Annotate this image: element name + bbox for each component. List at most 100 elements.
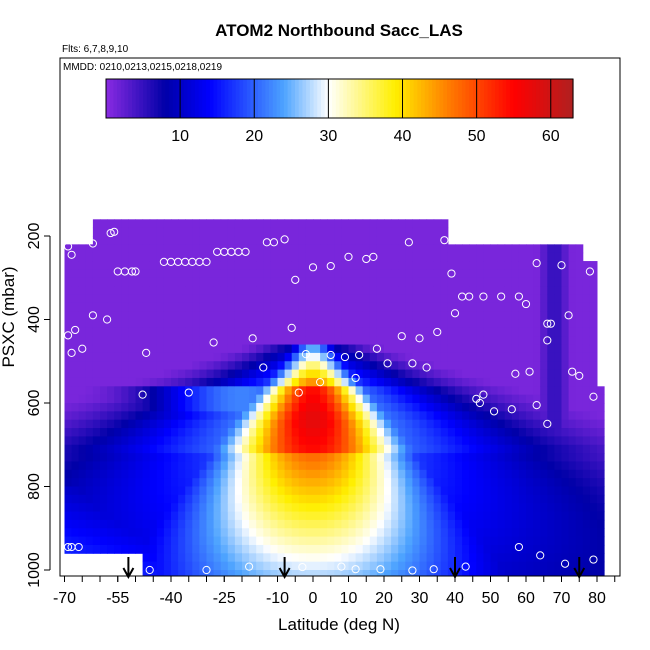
- heatmap-cell: [313, 428, 321, 437]
- heatmap-cell: [327, 352, 335, 362]
- heatmap-cell: [398, 236, 406, 245]
- heatmap-cell: [220, 394, 229, 404]
- heatmap-cell: [355, 453, 364, 462]
- heatmap-cell: [469, 453, 477, 462]
- colorbar-tick-label: 20: [245, 128, 263, 145]
- heatmap-cell: [398, 511, 406, 521]
- heatmap-cell: [327, 519, 335, 529]
- heatmap-cell: [313, 419, 321, 429]
- sample-point: [564, 311, 573, 320]
- heatmap-cell: [85, 494, 94, 504]
- heatmap-cell: [554, 419, 562, 429]
- heatmap-cell: [348, 511, 357, 521]
- heatmap-cell: [391, 394, 399, 404]
- heatmap-cell: [384, 244, 392, 254]
- heatmap-cell: [568, 327, 577, 337]
- heatmap-cell: [447, 544, 456, 554]
- sample-point: [376, 565, 385, 574]
- heatmap-cell: [497, 528, 506, 538]
- heatmap-cell: [206, 536, 215, 546]
- heatmap-cell: [284, 252, 293, 262]
- heatmap-cell: [398, 411, 406, 421]
- heatmap-cell: [575, 544, 584, 554]
- heatmap-cell: [220, 377, 229, 387]
- sample-point: [433, 327, 442, 337]
- heatmap-cell: [533, 294, 541, 304]
- heatmap-cell: [334, 394, 342, 404]
- heatmap-cell: [582, 386, 591, 396]
- heatmap-cell: [298, 469, 307, 479]
- heatmap-cell: [171, 336, 179, 346]
- heatmap-cell: [540, 553, 548, 563]
- heatmap-cell: [320, 311, 328, 320]
- heatmap-cell: [391, 503, 399, 513]
- heatmap-cell: [121, 311, 129, 320]
- heatmap-cell: [92, 478, 101, 487]
- heatmap-cell: [490, 327, 499, 337]
- heatmap-cell: [469, 344, 477, 354]
- sample-point: [259, 363, 268, 372]
- heatmap-cell: [114, 327, 122, 337]
- heatmap-cell: [64, 344, 73, 354]
- heatmap-cell: [490, 244, 499, 254]
- heatmap-cell: [568, 469, 577, 479]
- heatmap-cell: [156, 319, 165, 329]
- heatmap-cell: [348, 244, 357, 254]
- heatmap-cell: [355, 336, 364, 346]
- heatmap-cell: [78, 444, 87, 454]
- heatmap-cell: [71, 294, 80, 304]
- heatmap-cell: [391, 236, 399, 245]
- heatmap-cell: [85, 319, 94, 329]
- heatmap-cell: [171, 444, 179, 454]
- heatmap-cell: [469, 553, 477, 563]
- heatmap-cell: [199, 361, 207, 371]
- heatmap-cell: [220, 403, 229, 412]
- heatmap-cell: [298, 511, 307, 521]
- heatmap-cell: [355, 494, 364, 504]
- heatmap-cell: [384, 327, 392, 337]
- heatmap-cell: [433, 369, 442, 379]
- heatmap-cell: [419, 269, 428, 279]
- heatmap-cell: [284, 511, 293, 521]
- heatmap-cell: [334, 311, 342, 320]
- heatmap-cell: [469, 369, 477, 379]
- heatmap-cell: [589, 336, 598, 346]
- heatmap-cell: [234, 327, 243, 337]
- heatmap-cell: [462, 377, 470, 387]
- heatmap-cell: [582, 428, 591, 437]
- heatmap-cell: [440, 503, 449, 513]
- heatmap-cell: [277, 394, 286, 404]
- heatmap-cell: [220, 561, 229, 571]
- heatmap-cell: [291, 327, 300, 337]
- heatmap-cell: [298, 453, 307, 462]
- heatmap-cell: [284, 344, 293, 354]
- heatmap-cell: [554, 428, 562, 437]
- heatmap-cell: [242, 428, 250, 437]
- heatmap-cell: [440, 277, 449, 287]
- heatmap-cell: [149, 252, 158, 262]
- heatmap-cell: [234, 369, 243, 379]
- heatmap-cell: [149, 361, 158, 371]
- heatmap-cell: [334, 544, 342, 554]
- heatmap-cell: [298, 494, 307, 504]
- heatmap-cell: [540, 478, 548, 487]
- heatmap-cell: [589, 536, 598, 546]
- heatmap-cell: [582, 570, 591, 576]
- heatmap-cell: [100, 361, 108, 371]
- heatmap-cell: [249, 244, 257, 254]
- heatmap-cell: [497, 361, 506, 371]
- heatmap-cell: [71, 461, 80, 471]
- heatmap-cell: [291, 544, 300, 554]
- heatmap-cell: [462, 394, 470, 404]
- heatmap-cell: [547, 302, 555, 312]
- heatmap-cell: [114, 311, 122, 320]
- heatmap-cell: [100, 461, 108, 471]
- heatmap-cell: [163, 469, 172, 479]
- heatmap-cell: [71, 336, 80, 346]
- colorbar-segment: [165, 79, 170, 118]
- heatmap-cell: [447, 494, 456, 504]
- sample-point: [532, 259, 541, 268]
- heatmap-cell: [412, 294, 420, 304]
- heatmap-cell: [582, 302, 591, 312]
- heatmap-cell: [391, 344, 399, 354]
